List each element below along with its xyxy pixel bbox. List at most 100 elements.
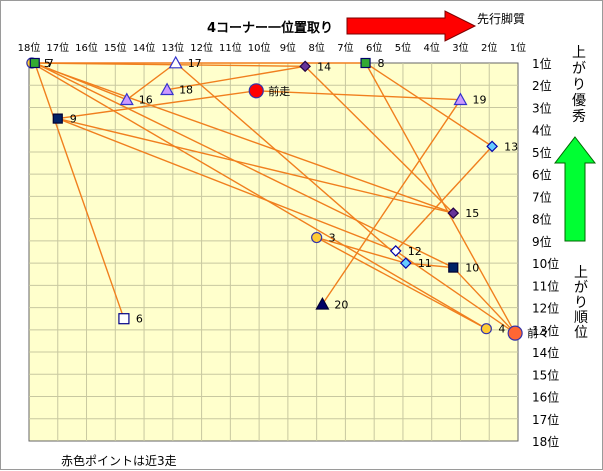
y-tick-label: 1位 bbox=[532, 56, 552, 71]
data-point bbox=[168, 55, 183, 69]
y-tick-label: 17位 bbox=[532, 412, 559, 427]
y-tick-label: 2位 bbox=[532, 78, 552, 93]
x-tick-label: 3位 bbox=[452, 41, 468, 54]
data-label: 10 bbox=[465, 262, 479, 275]
data-point bbox=[299, 60, 311, 73]
connector-line bbox=[57, 117, 397, 252]
data-label: 12 bbox=[408, 245, 422, 258]
connector-line bbox=[57, 117, 454, 214]
y-tick-label: 15位 bbox=[532, 367, 559, 382]
connector-line bbox=[316, 236, 407, 264]
y-tick-label: 6位 bbox=[532, 167, 552, 182]
data-point bbox=[311, 231, 323, 244]
connector-line bbox=[126, 62, 177, 101]
data-point bbox=[29, 57, 40, 69]
red-arrow-icon bbox=[346, 10, 477, 42]
connector-line bbox=[31, 62, 306, 68]
connector-line bbox=[304, 65, 454, 214]
x-tick-label: 6位 bbox=[366, 41, 382, 54]
leading-style-label: 先行脚質 bbox=[477, 11, 525, 26]
data-label: 14 bbox=[317, 60, 331, 73]
x-tick-label: 11位 bbox=[219, 41, 242, 54]
connector-line bbox=[256, 90, 461, 101]
x-tick-label: 13位 bbox=[161, 41, 184, 54]
x-tick-label: 4位 bbox=[424, 41, 440, 54]
data-point bbox=[315, 297, 330, 310]
y-tick-label: 11位 bbox=[532, 278, 559, 293]
connector-line bbox=[34, 62, 125, 319]
data-label: 11 bbox=[418, 257, 432, 270]
x-tick-label: 17位 bbox=[46, 41, 69, 54]
y-tick-label: 3位 bbox=[532, 100, 552, 115]
data-point bbox=[447, 207, 460, 219]
y-tick-label: 4位 bbox=[532, 123, 552, 138]
y-tick-label: 7位 bbox=[532, 189, 552, 204]
connector-line bbox=[365, 62, 493, 147]
connector-line bbox=[57, 90, 257, 120]
connector-line bbox=[321, 99, 462, 305]
x-tick-label: 10位 bbox=[248, 41, 271, 54]
data-label: 8 bbox=[378, 57, 385, 70]
data-point bbox=[389, 245, 402, 257]
x-tick-label: 18位 bbox=[18, 41, 41, 54]
data-point bbox=[119, 92, 134, 106]
x-tick-label: 16位 bbox=[75, 41, 98, 54]
data-label: 前走 bbox=[268, 84, 290, 98]
data-point bbox=[118, 313, 130, 325]
data-point bbox=[52, 113, 63, 124]
connector-line bbox=[166, 65, 306, 91]
data-label: 6 bbox=[136, 313, 143, 326]
chart-title: 4コーナー一位置取り bbox=[207, 20, 333, 36]
connector-line bbox=[31, 62, 487, 330]
y-tick-label: 12位 bbox=[532, 301, 559, 316]
connector-line bbox=[364, 62, 516, 334]
data-label: 16 bbox=[139, 94, 153, 107]
green-arrow-icon bbox=[553, 136, 597, 242]
connector-line bbox=[34, 62, 454, 269]
x-tick-label: 5位 bbox=[395, 41, 411, 54]
x-tick-label: 12位 bbox=[190, 41, 213, 54]
y-tick-label: 10位 bbox=[532, 256, 559, 271]
y-tick-label: 9位 bbox=[532, 234, 552, 249]
data-label: 13 bbox=[504, 140, 518, 153]
x-tick-label: 8位 bbox=[308, 41, 324, 54]
data-point bbox=[480, 323, 492, 335]
y-tick-label: 16位 bbox=[532, 390, 559, 405]
connector-line bbox=[395, 145, 493, 252]
data-label: 20 bbox=[334, 298, 348, 311]
plot-area bbox=[28, 62, 519, 442]
footnote: 赤色ポイントは近3走 bbox=[61, 454, 177, 468]
data-label: 15 bbox=[465, 207, 479, 220]
y-tick-label: 14位 bbox=[532, 345, 559, 360]
data-point bbox=[160, 82, 175, 96]
data-point bbox=[486, 140, 498, 153]
data-label: 19 bbox=[472, 94, 486, 107]
data-label: 3 bbox=[329, 232, 336, 245]
connector-line bbox=[395, 250, 516, 334]
data-point bbox=[507, 325, 523, 341]
x-tick-label: 15位 bbox=[104, 41, 127, 54]
x-tick-label: 2位 bbox=[481, 41, 497, 54]
connector-line bbox=[31, 62, 454, 214]
y-tick-label: 8位 bbox=[532, 212, 552, 227]
data-label: 17 bbox=[188, 57, 202, 70]
connector-line bbox=[452, 267, 516, 334]
x-tick-label: 7位 bbox=[337, 41, 353, 54]
data-label: 9 bbox=[70, 113, 77, 126]
y-tick-label: 13位 bbox=[532, 323, 559, 338]
closing-speed-label: 上がり優秀 bbox=[572, 45, 586, 125]
x-tick-label: 14位 bbox=[133, 41, 156, 54]
data-label: 7 bbox=[47, 57, 54, 70]
y-tick-label: 18位 bbox=[532, 434, 559, 449]
x-tick-label: 1位 bbox=[510, 41, 526, 54]
x-tick-label: 9位 bbox=[280, 41, 296, 54]
data-point bbox=[399, 257, 412, 269]
data-label: 前々 bbox=[527, 326, 549, 340]
data-label: 5 bbox=[44, 57, 51, 70]
data-label: 4 bbox=[498, 323, 505, 336]
connector-line bbox=[175, 62, 407, 264]
data-label: 18 bbox=[179, 84, 193, 97]
y-tick-label: 5位 bbox=[532, 145, 552, 160]
data-point bbox=[448, 262, 459, 273]
